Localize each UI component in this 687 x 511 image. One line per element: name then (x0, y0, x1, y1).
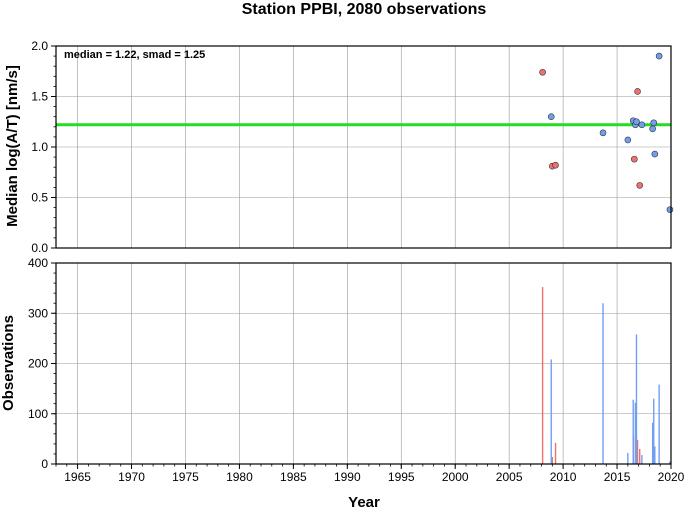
bottom-y-tick-label: 400 (28, 256, 48, 270)
x-tick-label: 2010 (550, 470, 577, 484)
x-tick-label: 2005 (496, 470, 523, 484)
top-y-tick-label: 0.0 (31, 241, 48, 255)
red-point (636, 182, 644, 189)
bottom-bars (541, 287, 671, 464)
red-point (631, 155, 638, 163)
top-y-tick-label: 1.0 (31, 140, 48, 154)
bottom-y-tick-label: 0 (41, 457, 48, 471)
top-y-tick-label: 2.0 (31, 39, 48, 53)
blue-point (651, 150, 659, 158)
x-tick-label: 1965 (64, 470, 91, 484)
chart-title: Station PPBI, 2080 observations (242, 1, 487, 18)
blue-point (624, 136, 632, 144)
top-y-tick-label: 1.5 (31, 90, 48, 104)
blue-point (547, 113, 555, 120)
top-y-axis-label: Median log(A/T) [nm/s] (4, 65, 21, 227)
bottom-y-tick-label: 100 (28, 407, 48, 421)
x-tick-label: 1985 (280, 470, 307, 484)
bottom-y-tick-label: 300 (28, 306, 48, 320)
x-tick-label: 1995 (388, 470, 415, 484)
x-ticks: 1965 1970 1975 1980 1985 1990 1995 2000 2005 2010… (55, 464, 685, 484)
blue-point (599, 129, 607, 137)
blue-point (638, 121, 646, 129)
x-tick-label: 1980 (226, 470, 253, 484)
red-point (539, 68, 546, 76)
bottom-gridlines (56, 262, 672, 465)
red-point (552, 161, 559, 169)
blue-point (666, 206, 674, 213)
bottom-y-ticks: 0 100 200 300 400 (28, 256, 56, 471)
x-tick-label: 2020 (658, 470, 685, 484)
top-y-ticks: 0.0 0.5 1.0 1.5 2.0 (31, 39, 56, 255)
bottom-y-tick-label: 200 (28, 357, 48, 371)
top-data-points (539, 52, 674, 213)
x-tick-label: 1970 (118, 470, 145, 484)
x-tick-label: 2000 (442, 470, 469, 484)
bottom-y-axis-label: Observations (0, 315, 17, 411)
top-y-tick-label: 0.5 (31, 191, 48, 205)
median-annotation: median = 1.22, smad = 1.25 (64, 49, 205, 61)
blue-point (633, 118, 640, 126)
x-tick-label: 1990 (334, 470, 361, 484)
blue-point (650, 119, 658, 127)
red-point (634, 88, 641, 95)
top-gridlines (56, 45, 672, 249)
blue-point (655, 52, 663, 60)
blue-point (649, 125, 656, 133)
x-tick-label: 1975 (172, 470, 199, 484)
x-axis-label: Year (348, 494, 380, 511)
x-tick-label: 2015 (604, 470, 631, 484)
